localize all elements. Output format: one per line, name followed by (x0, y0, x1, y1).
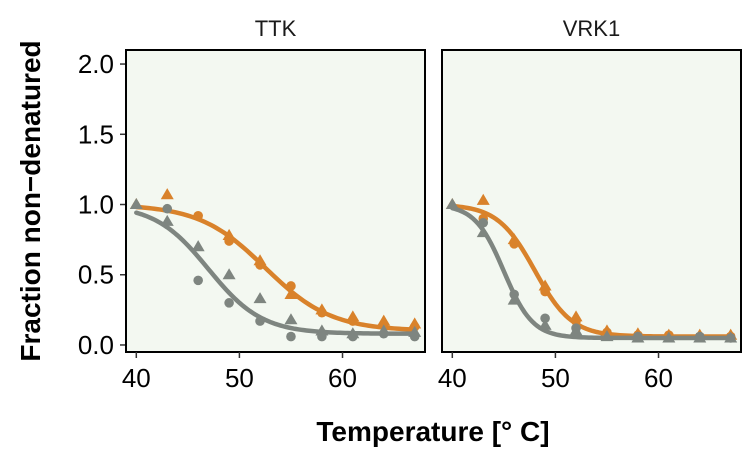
data-point-circle (255, 260, 265, 270)
data-point-triangle (631, 331, 645, 343)
panel-ttk (125, 49, 426, 353)
data-point-triangle (315, 324, 329, 336)
data-point-circle (378, 328, 389, 339)
data-point-circle (224, 236, 234, 246)
data-point-triangle (445, 198, 459, 210)
x-tick-label: 50 (225, 363, 254, 393)
x-tick-label: 60 (644, 363, 673, 393)
data-point-circle (193, 210, 203, 221)
data-point-circle (725, 333, 736, 343)
x-tick-label: 40 (122, 363, 151, 393)
data-point-triangle (284, 287, 298, 299)
data-point-circle (348, 331, 358, 342)
x-tick-label: 40 (438, 363, 467, 393)
x-tick-label: 50 (541, 363, 570, 393)
data-point-triangle (662, 331, 676, 343)
fit-curve (134, 204, 417, 332)
data-point-circle (540, 286, 550, 297)
data-point-circle (478, 217, 489, 228)
facet-label-vrk1: VRK1 (563, 16, 620, 41)
data-point-circle (409, 331, 420, 342)
data-point-circle (348, 316, 358, 326)
data-point-triangle (222, 228, 236, 240)
data-point-triangle (129, 198, 143, 210)
y-tick-label: 0.5 (78, 260, 114, 290)
data-point-triangle (191, 240, 205, 252)
data-point-circle (193, 275, 203, 286)
data-point-triangle (569, 324, 583, 336)
data-point-circle (162, 203, 173, 214)
data-point-circle (317, 331, 327, 342)
data-point-triangle (507, 293, 521, 305)
data-point-triangle (600, 330, 614, 342)
x-tick-label: 60 (328, 363, 357, 393)
data-point-circle (224, 298, 234, 308)
fit-curve (450, 205, 733, 341)
data-point-triangle (253, 292, 267, 304)
data-point-triangle (160, 188, 174, 200)
data-point-circle (540, 313, 550, 324)
data-point-triangle (284, 313, 298, 325)
y-axis-title: Fraction non−denatured (15, 40, 46, 361)
data-point-circle (571, 316, 581, 326)
data-point-triangle (476, 193, 490, 205)
fit-curve (134, 210, 417, 336)
data-point-circle (286, 281, 296, 291)
data-point-triangle (160, 214, 174, 226)
y-tick-label: 2.0 (78, 49, 114, 79)
data-point-circle (317, 307, 327, 318)
data-point-triangle (222, 268, 236, 280)
data-point-triangle (538, 318, 552, 330)
data-point-triangle (538, 279, 552, 291)
data-point-triangle (476, 226, 490, 238)
facet-label-ttk: TTK (255, 16, 297, 41)
data-point-circle (255, 316, 265, 326)
x-axis-title: Temperature [° C] (316, 416, 549, 447)
y-tick-label: 1.0 (78, 190, 114, 220)
data-point-circle (509, 239, 519, 249)
data-point-triangle (693, 331, 707, 343)
y-tick-label: 0.0 (78, 330, 114, 360)
panel-vrk1 (441, 49, 742, 353)
data-point-circle (286, 331, 296, 342)
y-tick-label: 1.5 (78, 119, 114, 149)
